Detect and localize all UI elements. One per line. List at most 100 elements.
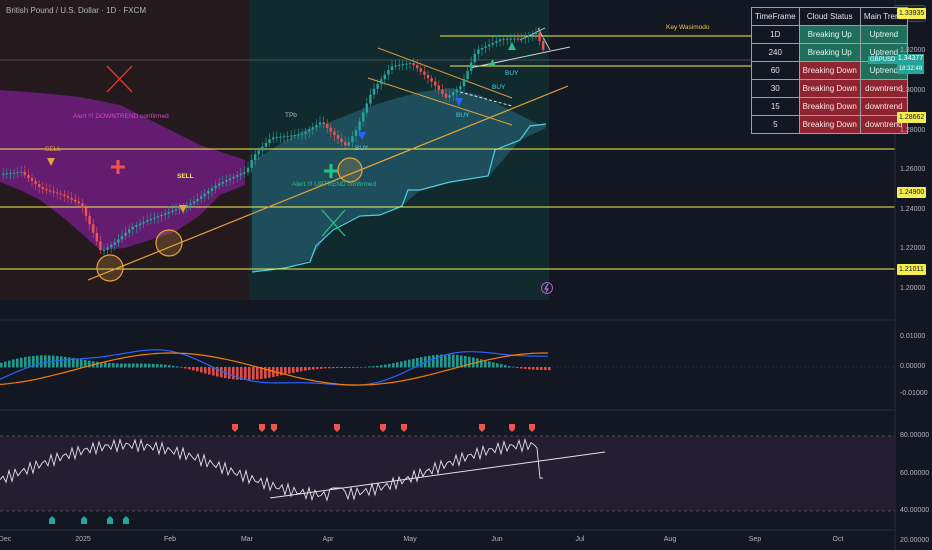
macd-bar [120,363,123,368]
candle-body [142,221,145,224]
candle-body [401,64,404,66]
candle-body [513,38,516,40]
macd-bar [284,367,287,375]
candle-body [509,38,512,40]
timeframe-cell: 1D [751,25,800,44]
timeframe-cell: 30 [751,79,800,98]
macd-bar [372,366,375,368]
candle-body [304,131,307,134]
price-axis-label: 1.22000 [900,245,926,253]
macd-bar [60,356,63,368]
macd-bar [64,356,67,368]
price-axis-label: 1.24000 [900,205,926,213]
macd-bar [12,359,15,368]
candle-body [185,205,188,207]
candle-body [48,190,52,192]
rsi-line [0,437,543,502]
candle-body [448,95,451,98]
channel-bottom-line [367,77,513,126]
symbol-title[interactable]: British Pound / U.S. Dollar · 1D · FXCM [6,6,147,15]
candle-body [117,239,120,243]
candle-body [452,92,455,96]
candle-body [282,136,286,138]
candle-body [153,217,156,219]
rsi-overbought-marker [401,424,407,432]
buy-label: BUY [355,145,369,152]
macd-bar [300,367,303,372]
candle-body [372,88,376,95]
candle-body [16,172,19,174]
rsi-oversold-marker [49,516,55,524]
horizontal-levels [0,35,895,270]
macd-bar [404,360,407,368]
candle-body [416,65,419,69]
macd-bar [368,366,371,368]
table-row: 30 Breaking Down downtrend [751,79,908,98]
macd-bar [512,366,515,368]
table-row: 1D Breaking Up Uptrend [751,25,908,44]
macd-bar [500,364,503,368]
candle-body [318,122,322,125]
macd-bar [4,361,7,368]
candle-body [225,180,228,182]
macd-bar [352,367,355,368]
candle-body [455,89,458,93]
downtrend-alert-label: Alert !!! DOWNTREND confirmed [73,113,169,120]
candle-body [329,127,332,132]
candle-body [146,220,149,222]
macd-bar [384,364,387,368]
table-header-row: TimeFrame Cloud Status Main Trend [751,7,908,26]
macd-bar [388,363,391,368]
candle-body [261,146,264,151]
macd-bar [184,367,187,369]
lightning-bolt-icon [544,283,549,293]
price-candles [2,26,545,256]
candle-body [336,135,340,139]
macd-bar [96,361,99,368]
candle-body [405,63,408,65]
macd-bar [504,365,507,368]
candle-body [279,136,282,138]
cloud-status-cell: Breaking Down [798,97,861,116]
macd-bar [108,362,111,368]
macd-bar [332,367,335,369]
candle-body [520,38,523,40]
wedge-line-3 [537,27,551,51]
cloud-status-cell: Breaking Up [798,25,861,44]
candle-body [41,186,44,190]
candle-body [192,201,196,204]
candle-body [462,79,466,87]
macd-bar [100,362,103,368]
candle-body [351,136,354,143]
macd-bar [156,364,159,368]
candle-body [426,74,430,79]
macd-signal-line [0,352,548,386]
macd-bar [112,363,115,368]
candle-body [297,134,300,136]
macd-bar [172,365,175,368]
candle-body [534,32,538,35]
uptrend-alert-label: Alert !!! UPTREND confirmed [292,181,377,188]
macd-bar [488,361,491,368]
candle-body [200,196,203,199]
cross-marker-red [111,160,125,174]
macd-bar [168,365,171,368]
timeframe-cell: 240 [751,43,800,62]
lightning-icon[interactable] [541,282,553,294]
macd-bar [452,354,455,368]
macd-bar [188,367,191,370]
time-axis-label: Apr [322,536,334,543]
macd-bar [40,355,43,368]
macd-bar [24,356,27,368]
candle-body [344,142,347,146]
price-axis-label: 1.28000 [900,126,926,134]
candle-body [167,212,170,214]
rsi-axis-label: 20.00000 [900,537,930,544]
candle-body [477,49,480,54]
candle-body [480,47,484,50]
macd-bar [432,355,435,368]
rsi-oversold-marker [81,516,87,524]
candle-body [423,71,426,75]
cloud-status-cell: Breaking Down [798,79,861,98]
